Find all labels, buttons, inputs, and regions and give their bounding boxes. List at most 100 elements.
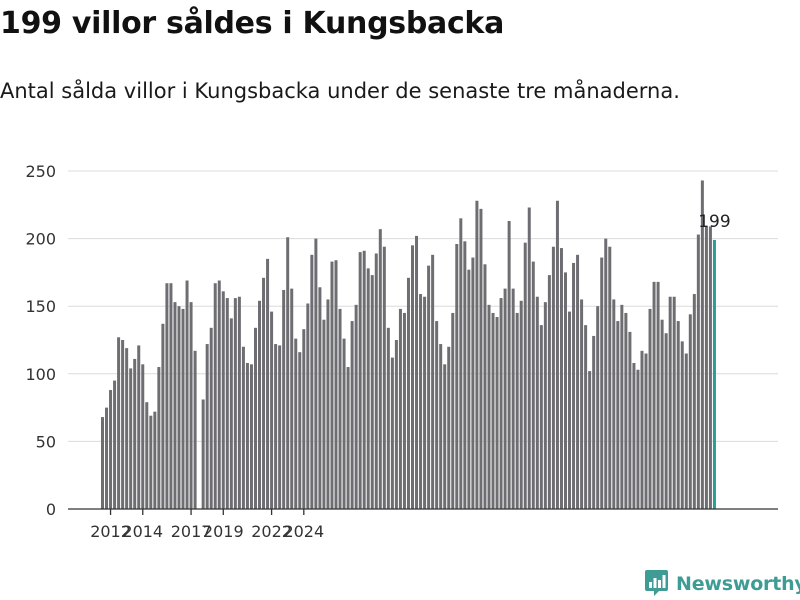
bar: [169, 283, 173, 509]
bar: [290, 288, 294, 509]
bar: [270, 311, 274, 509]
bar: [378, 229, 382, 510]
newsworthy-logo-icon: [644, 569, 669, 600]
bar: [133, 358, 137, 509]
bar: [427, 265, 431, 509]
bar: [507, 221, 511, 510]
bar: [684, 353, 688, 509]
bar: [487, 304, 491, 509]
x-tick-label: 2024: [283, 522, 324, 541]
bar: [237, 296, 241, 509]
bar: [262, 277, 266, 509]
y-tick-label: 150: [25, 297, 56, 316]
bar: [483, 264, 487, 509]
bar: [660, 319, 664, 509]
chart-title: 199 villor såldes i Kungsbacka: [0, 6, 505, 41]
bar: [161, 323, 165, 509]
brand-name: Newsworthy: [676, 573, 800, 595]
bar: [177, 306, 181, 509]
bar: [503, 288, 507, 509]
x-tick-label: 2012: [90, 522, 131, 541]
bar: [101, 417, 104, 509]
bar: [411, 245, 415, 510]
bar: [584, 325, 588, 509]
bar: [382, 246, 386, 509]
y-tick-label: 100: [25, 365, 56, 384]
bar: [495, 317, 499, 509]
bar: [612, 299, 616, 509]
bar: [189, 302, 193, 509]
bar: [374, 253, 378, 509]
bar: [435, 321, 439, 509]
bar: [672, 296, 676, 509]
x-tick-label: 2017: [171, 522, 212, 541]
bar: [358, 252, 362, 509]
bar: [624, 312, 628, 509]
bar: [527, 207, 531, 509]
bar: [205, 344, 209, 509]
highlight-bar: [712, 239, 716, 509]
bar: [652, 281, 656, 509]
bar: [644, 353, 648, 509]
bar: [302, 329, 306, 509]
bar: [209, 327, 213, 509]
bar: [253, 327, 257, 509]
y-tick-label: 50: [36, 432, 56, 451]
bar: [306, 303, 310, 509]
bar: [519, 300, 523, 509]
bar: [149, 415, 153, 509]
bar: [656, 281, 660, 509]
y-tick-label: 0: [46, 500, 56, 519]
bar: [535, 296, 539, 509]
bar: [447, 346, 451, 509]
bar: [572, 262, 576, 509]
bar: [648, 308, 652, 509]
bar: [531, 261, 535, 509]
bar: [551, 246, 555, 509]
bar: [217, 280, 221, 509]
bar: [105, 407, 109, 509]
bar: [322, 319, 326, 509]
bar: [415, 235, 419, 509]
bar: [386, 327, 390, 509]
bar: [338, 308, 342, 509]
bar: [294, 338, 298, 509]
bar: [314, 238, 318, 509]
bar: [600, 257, 604, 509]
bar: [181, 308, 185, 509]
bar: [668, 296, 672, 509]
bar: [354, 304, 358, 509]
bar: [193, 350, 197, 509]
bar: [245, 362, 249, 509]
bar: [121, 340, 125, 509]
bar: [370, 275, 374, 509]
bar: [688, 314, 692, 509]
bar: [704, 226, 708, 509]
x-tick-label: 2019: [203, 522, 244, 541]
bar: [479, 208, 483, 509]
bar: [145, 402, 149, 509]
bar: [596, 306, 600, 509]
brand[interactable]: Newsworthy: [644, 569, 800, 599]
chart-subtitle: Antal sålda villor i Kungsbacka under de…: [0, 79, 680, 103]
bar: [266, 258, 270, 509]
bar: [241, 346, 245, 509]
bar: [499, 298, 503, 509]
bar: [515, 312, 519, 509]
bar: [282, 289, 286, 509]
bar: [475, 200, 479, 509]
bar: [141, 364, 145, 509]
bar: [539, 325, 543, 509]
y-tick-label: 250: [25, 162, 56, 181]
bar: [229, 318, 233, 509]
bar: [439, 344, 443, 509]
bar: [249, 364, 253, 509]
bar: [278, 345, 282, 509]
bar: [620, 304, 624, 509]
x-tick-label: 2014: [122, 522, 163, 541]
bar: [173, 302, 177, 509]
bar: [117, 337, 121, 509]
bar: [362, 250, 366, 509]
bar: [455, 244, 459, 509]
